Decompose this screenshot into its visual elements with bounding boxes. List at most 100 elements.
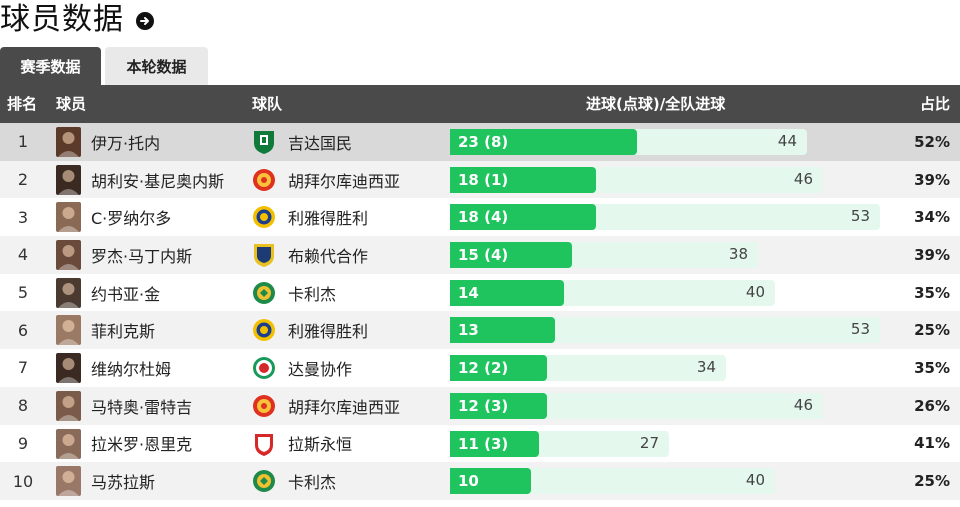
goal-ratio: 34%	[914, 208, 950, 227]
team-name-link[interactable]: 卡利杰	[288, 284, 337, 304]
tab-bar: 赛季数据 本轮数据	[0, 47, 208, 85]
rank-cell: 2	[17, 170, 29, 190]
team-name-link[interactable]: 卡利杰	[288, 473, 337, 493]
player-avatar[interactable]	[56, 428, 81, 459]
player-name-link[interactable]: 罗杰·马丁内斯	[91, 246, 193, 266]
table-body: 1 伊万·托内 吉达国民 44 23 (8) 52% 2 胡利安·基尼奥内斯 胡拜尔库迪西亚 46…	[0, 123, 960, 500]
player-goals-bar: 12 (2)	[450, 355, 547, 382]
team-name-link[interactable]: 吉达国民	[288, 133, 353, 153]
team-goals-value: 40	[745, 282, 765, 301]
player-avatar[interactable]	[56, 164, 81, 195]
player-name-link[interactable]: 拉米罗·恩里克	[91, 435, 193, 455]
table-row[interactable]: 7 维纳尔杜姆 达曼协作 34 12 (2) 35%	[0, 349, 960, 387]
player-name-link[interactable]: 约书亚·金	[91, 284, 161, 304]
goals-bar: 38 15 (4)	[450, 236, 890, 274]
player-name-link[interactable]: C·罗纳尔多	[91, 209, 172, 229]
goal-ratio: 52%	[914, 132, 950, 151]
player-name-link[interactable]: 马特奥·雷特吉	[91, 397, 193, 417]
team-badge-icon[interactable]	[252, 242, 276, 268]
table-row[interactable]: 9 拉米罗·恩里克 拉斯永恒 27 11 (3) 41%	[0, 425, 960, 463]
player-goals-bar: 18 (1)	[450, 166, 596, 193]
header-rank[interactable]: 排名	[7, 95, 38, 113]
team-name-link[interactable]: 利雅得胜利	[288, 209, 369, 229]
player-name-link[interactable]: 伊万·托内	[91, 133, 161, 153]
goal-ratio: 25%	[914, 472, 950, 491]
team-name-link[interactable]: 利雅得胜利	[288, 322, 369, 342]
table-row[interactable]: 4 罗杰·马丁内斯 布赖代合作 38 15 (4) 39%	[0, 236, 960, 274]
goal-ratio: 39%	[914, 245, 950, 264]
team-badge-icon[interactable]	[252, 317, 276, 343]
player-avatar[interactable]	[56, 277, 81, 308]
player-avatar[interactable]	[56, 127, 81, 157]
table-row[interactable]: 6 菲利克斯 利雅得胜利 53 13 25%	[0, 311, 960, 350]
player-name-link[interactable]: 维纳尔杜姆	[91, 359, 172, 379]
player-name-link[interactable]: 菲利克斯	[91, 322, 156, 342]
team-name-link[interactable]: 胡拜尔库迪西亚	[288, 171, 401, 191]
player-avatar[interactable]	[56, 240, 81, 271]
rank-cell: 10	[12, 471, 34, 491]
team-name-link[interactable]: 拉斯永恒	[288, 435, 353, 455]
goals-bar: 53 13	[450, 311, 890, 349]
team-badge-icon[interactable]	[252, 204, 276, 230]
team-name-link[interactable]: 胡拜尔库迪西亚	[288, 397, 401, 417]
table-header: 排名 球员 球队 进球(点球)/全队进球 占比	[0, 85, 960, 123]
rank-cell: 1	[17, 132, 29, 152]
team-badge-icon[interactable]	[252, 355, 276, 381]
player-avatar[interactable]	[56, 315, 81, 346]
table-row[interactable]: 2 胡利安·基尼奥内斯 胡拜尔库迪西亚 46 18 (1) 39%	[0, 160, 960, 199]
team-badge-icon[interactable]	[252, 167, 276, 193]
player-goals-bar: 15 (4)	[450, 242, 572, 269]
team-badge-icon[interactable]	[252, 393, 276, 419]
team-badge-icon[interactable]	[252, 431, 276, 457]
team-name-link[interactable]: 布赖代合作	[288, 246, 369, 266]
header-team[interactable]: 球队	[252, 95, 283, 113]
page-header: 球员数据	[0, 0, 154, 40]
table-row[interactable]: 10 马苏拉斯 卡利杰 40 10 25%	[0, 462, 960, 500]
header-ratio[interactable]: 占比	[919, 95, 950, 113]
tab-season-stats[interactable]: 赛季数据	[0, 47, 101, 85]
header-goals[interactable]: 进球(点球)/全队进球	[586, 95, 726, 113]
player-goals-bar: 10	[450, 468, 531, 495]
player-goals-bar: 14	[450, 279, 564, 306]
player-avatar[interactable]	[56, 466, 81, 497]
team-badge-icon[interactable]	[252, 280, 276, 306]
player-name-link[interactable]: 马苏拉斯	[91, 473, 156, 493]
tab-round-stats[interactable]: 本轮数据	[105, 47, 208, 85]
goals-bar: 40 10	[450, 462, 890, 500]
goals-bar: 34 12 (2)	[450, 349, 890, 387]
rank-cell: 9	[17, 433, 29, 453]
table-row[interactable]: 3 C·罗纳尔多 利雅得胜利 53 18 (4) 34%	[0, 198, 960, 236]
goal-ratio: 35%	[914, 283, 950, 302]
table-row[interactable]: 1 伊万·托内 吉达国民 44 23 (8) 52%	[0, 123, 960, 161]
team-name-link[interactable]: 达曼协作	[288, 359, 353, 379]
player-goals-bar: 23 (8)	[450, 129, 637, 155]
player-goals-bar: 12 (3)	[450, 392, 547, 419]
player-stats-table: 排名 球员 球队 进球(点球)/全队进球 占比 1 伊万·托内 吉达国民 44 23 (…	[0, 85, 960, 500]
table-row[interactable]: 8 马特奥·雷特吉 胡拜尔库迪西亚 46 12 (3) 26%	[0, 386, 960, 425]
goals-bar: 46 12 (3)	[450, 387, 890, 425]
rank-cell: 3	[17, 207, 29, 227]
team-badge-icon[interactable]	[252, 468, 276, 494]
team-goals-value: 34	[696, 358, 716, 377]
rank-cell: 4	[17, 245, 29, 265]
team-badge-icon[interactable]	[252, 129, 276, 155]
arrow-right-circle-icon[interactable]	[136, 12, 154, 30]
table-row[interactable]: 5 约书亚·金 卡利杰 40 14 35%	[0, 274, 960, 312]
goals-bar: 53 18 (4)	[450, 198, 890, 236]
player-avatar[interactable]	[56, 353, 81, 384]
goal-ratio: 25%	[914, 321, 950, 340]
player-name-link[interactable]: 胡利安·基尼奥内斯	[91, 171, 225, 191]
team-goals-value: 53	[850, 320, 870, 339]
goal-ratio: 35%	[914, 358, 950, 377]
header-player[interactable]: 球员	[56, 95, 87, 113]
player-avatar[interactable]	[56, 390, 81, 421]
goal-ratio: 26%	[914, 396, 950, 415]
player-goals-bar: 11 (3)	[450, 430, 539, 457]
goals-bar: 46 18 (1)	[450, 161, 890, 199]
goal-ratio: 41%	[914, 434, 950, 453]
player-avatar[interactable]	[56, 202, 81, 233]
goals-bar: 44 23 (8)	[450, 123, 890, 161]
goal-ratio: 39%	[914, 170, 950, 189]
rank-cell: 8	[17, 396, 29, 416]
player-goals-bar: 13	[450, 317, 555, 344]
